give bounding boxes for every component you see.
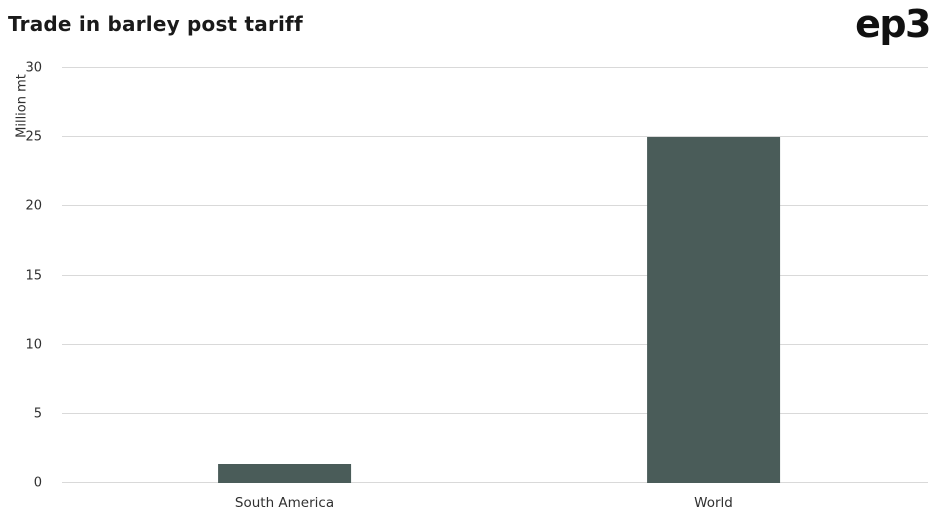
ep3-logo: ep3 [855,2,931,46]
y-tick-mark [62,412,70,414]
gridline [70,205,928,207]
plot-area [62,67,928,483]
gridline [70,343,928,345]
gridline [70,136,928,138]
x-axis: South America World [70,491,928,521]
x-axis-label-south-america: South America [234,495,335,511]
y-axis: 0 5 10 15 20 25 30 [0,62,52,490]
y-tick-label: 5 [33,406,42,422]
bar-world [646,137,781,483]
gridline [70,482,928,483]
y-tick-label: 30 [25,60,42,76]
y-tick-mark [62,274,70,276]
y-tick-mark [62,67,70,68]
y-tick-mark [62,136,70,138]
gridline [70,274,928,276]
bar-south-america [217,463,352,483]
gridline [70,412,928,414]
y-tick-label: 10 [25,337,42,353]
chart-title: Trade in barley post tariff [8,12,303,36]
gridline [70,67,928,68]
y-tick-label: 15 [25,268,42,283]
y-tick-mark [62,482,70,483]
y-tick-label: 25 [25,129,42,145]
y-tick-mark [62,343,70,345]
y-tick-label: 20 [25,198,42,214]
y-tick-mark [62,205,70,207]
y-tick-label: 0 [33,475,42,491]
x-axis-label-world: World [694,495,733,511]
